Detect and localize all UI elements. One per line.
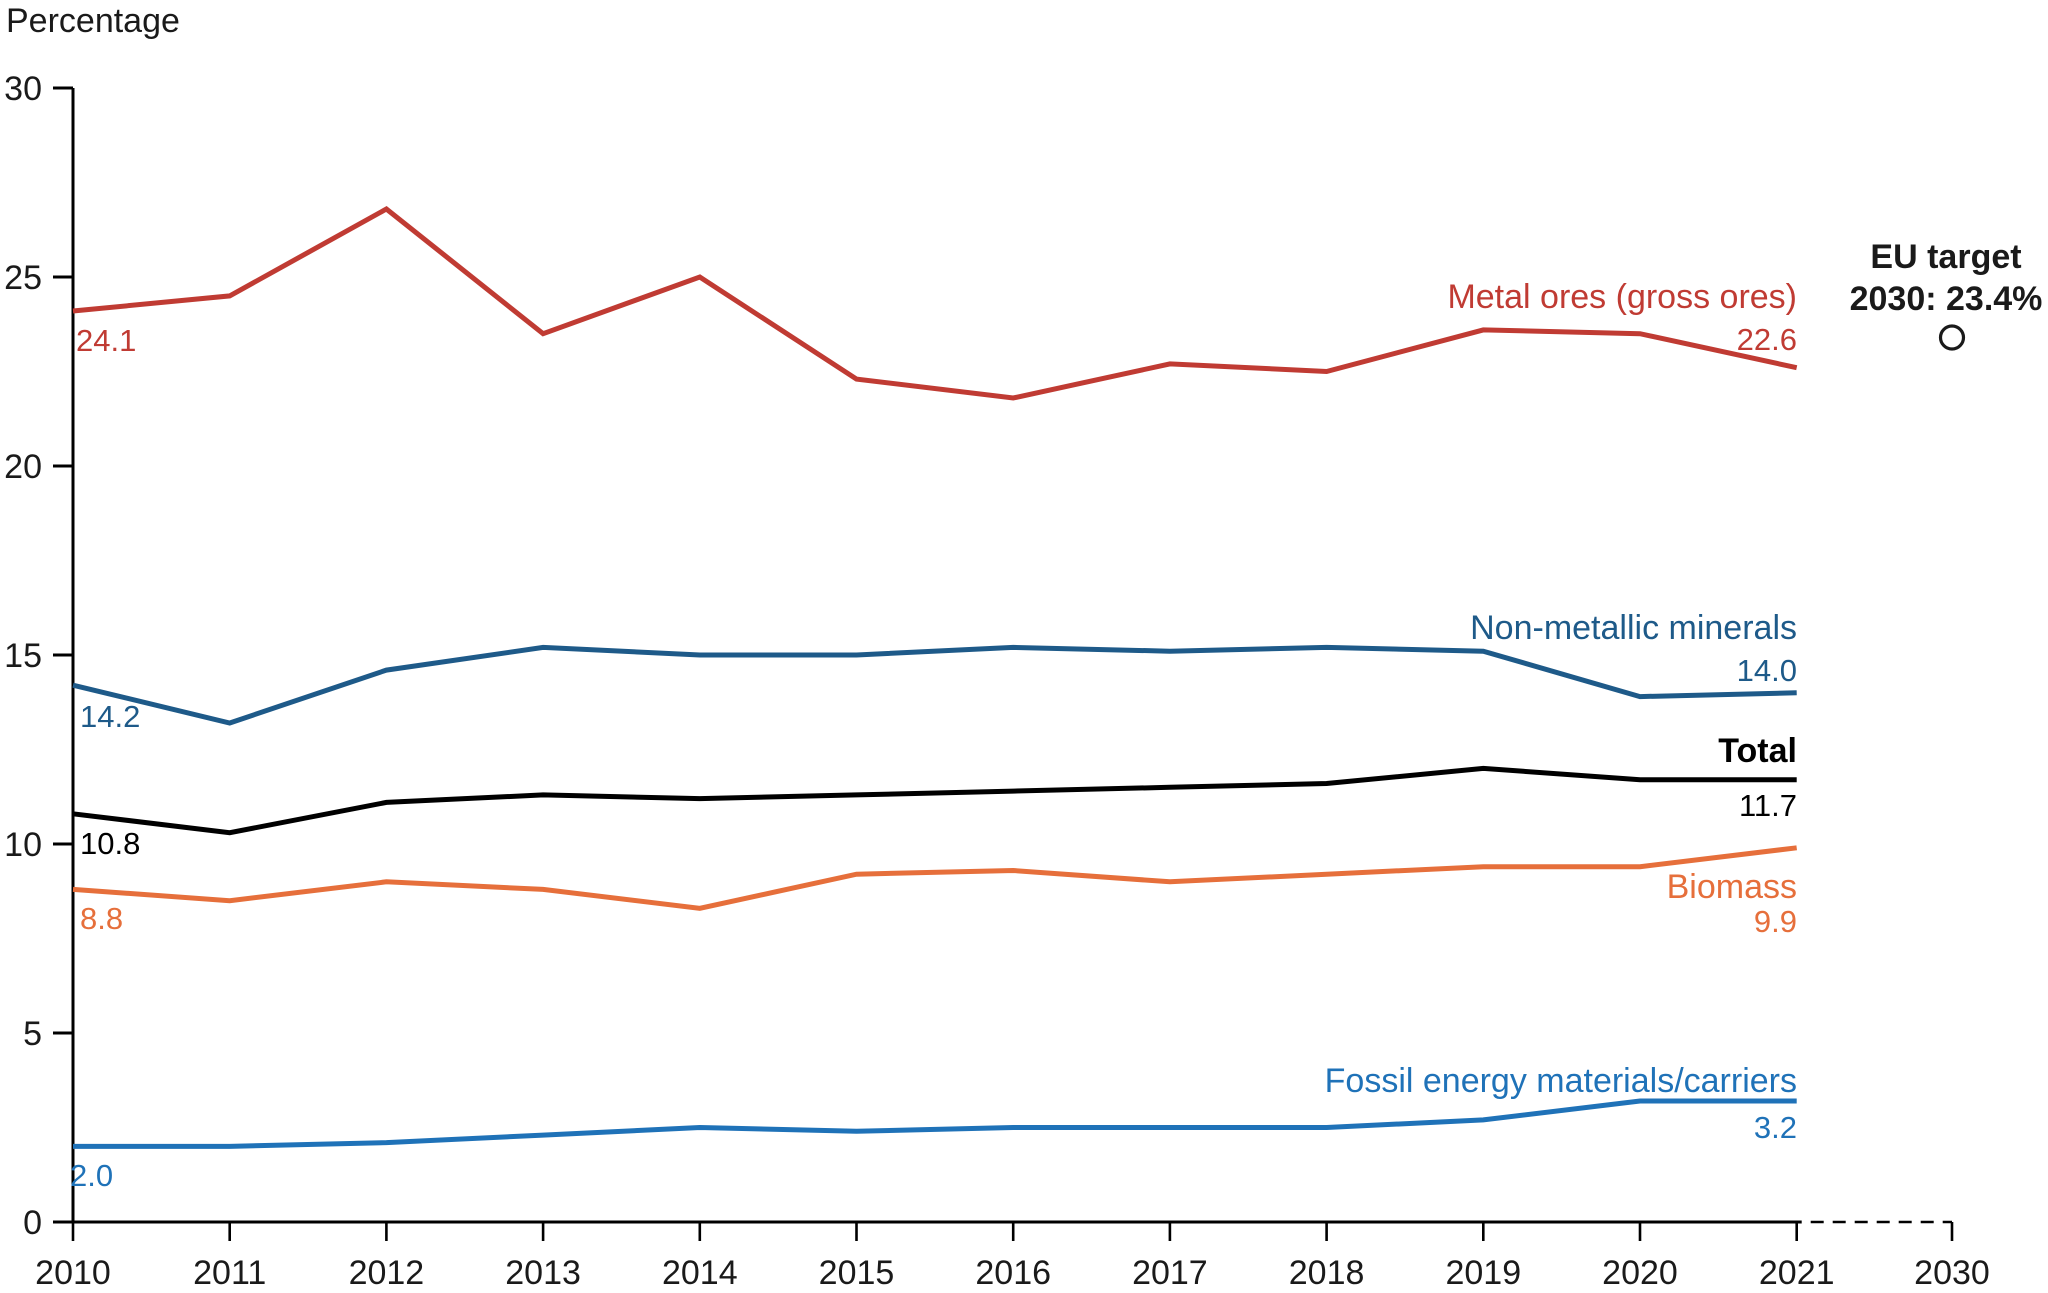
eu-target-marker xyxy=(1938,324,1966,351)
series-start-value-biomass: 8.8 xyxy=(80,901,123,936)
y-axis: Percentage 0 5 10 15 20 25 30 xyxy=(4,2,180,1242)
series-fossil-energy: Fossil energy materials/carriers 2.0 3.2 xyxy=(70,1062,1797,1193)
y-tick-label: 20 xyxy=(4,448,42,486)
series-label-fossil-energy: Fossil energy materials/carriers xyxy=(1325,1062,1797,1100)
x-tick-label: 2018 xyxy=(1289,1254,1365,1292)
series-end-value-non-metallic-minerals: 14.0 xyxy=(1737,653,1797,688)
y-tick-label: 5 xyxy=(23,1015,42,1053)
series-biomass: Biomass 8.8 9.9 xyxy=(72,845,1797,939)
y-tick-label: 25 xyxy=(4,259,42,297)
series-end-value-metal-ores: 22.6 xyxy=(1737,322,1797,357)
eu-target: EU target 2030: 23.4% xyxy=(1850,238,2043,351)
series-end-value-total: 11.7 xyxy=(1739,788,1797,823)
y-tick-label: 10 xyxy=(4,826,42,864)
x-tick-label: 2015 xyxy=(819,1254,895,1292)
x-tick-label: 2020 xyxy=(1602,1254,1678,1292)
series-line-fossil-energy xyxy=(73,1098,1797,1149)
series-start-value-metal-ores: 24.1 xyxy=(76,323,136,358)
series-start-value-non-metallic-minerals: 14.2 xyxy=(80,699,140,734)
series-label-total: Total xyxy=(1718,732,1797,770)
series-end-value-fossil-energy: 3.2 xyxy=(1754,1110,1797,1145)
y-tick-label: 30 xyxy=(4,70,42,108)
series-line-biomass xyxy=(72,845,1797,911)
series-line-non-metallic-minerals xyxy=(72,644,1797,726)
x-tick-label: 2019 xyxy=(1445,1254,1521,1292)
series-line-metal-ores xyxy=(72,206,1798,401)
x-tick-label: 2013 xyxy=(505,1254,581,1292)
y-tick-label: 15 xyxy=(4,637,42,675)
series-label-metal-ores: Metal ores (gross ores) xyxy=(1447,278,1797,316)
series-start-value-total: 10.8 xyxy=(80,826,140,861)
x-tick-label: 2011 xyxy=(193,1254,266,1292)
series-metal-ores: Metal ores (gross ores) 24.1 22.6 xyxy=(72,206,1798,401)
x-axis: 2010 2011 2012 2013 2014 2015 2016 2017 2018 2019… xyxy=(35,1220,1990,1292)
series-label-non-metallic-minerals: Non-metallic minerals xyxy=(1470,609,1797,647)
series-line-total xyxy=(72,765,1797,836)
x-tick-label: 2012 xyxy=(349,1254,425,1292)
x-tick-label: 2010 xyxy=(35,1254,111,1292)
eu-target-label-line2: 2030: 23.4% xyxy=(1850,280,2043,318)
y-axis-title: Percentage xyxy=(6,2,180,40)
x-tick-label: 2030 xyxy=(1914,1254,1990,1292)
x-tick-label: 2014 xyxy=(662,1254,738,1292)
x-tick-label: 2017 xyxy=(1132,1254,1208,1292)
series-end-value-biomass: 9.9 xyxy=(1754,904,1797,939)
series-total: Total 10.8 11.7 xyxy=(72,732,1797,861)
series-label-biomass: Biomass xyxy=(1667,868,1797,906)
series-non-metallic-minerals: Non-metallic minerals 14.2 14.0 xyxy=(72,609,1797,734)
series-start-value-fossil-energy: 2.0 xyxy=(70,1158,113,1193)
eu-target-label-line1: EU target xyxy=(1870,238,2021,276)
x-tick-label: 2016 xyxy=(975,1254,1051,1292)
x-tick-label: 2021 xyxy=(1759,1254,1835,1292)
y-tick-label: 0 xyxy=(23,1204,42,1242)
